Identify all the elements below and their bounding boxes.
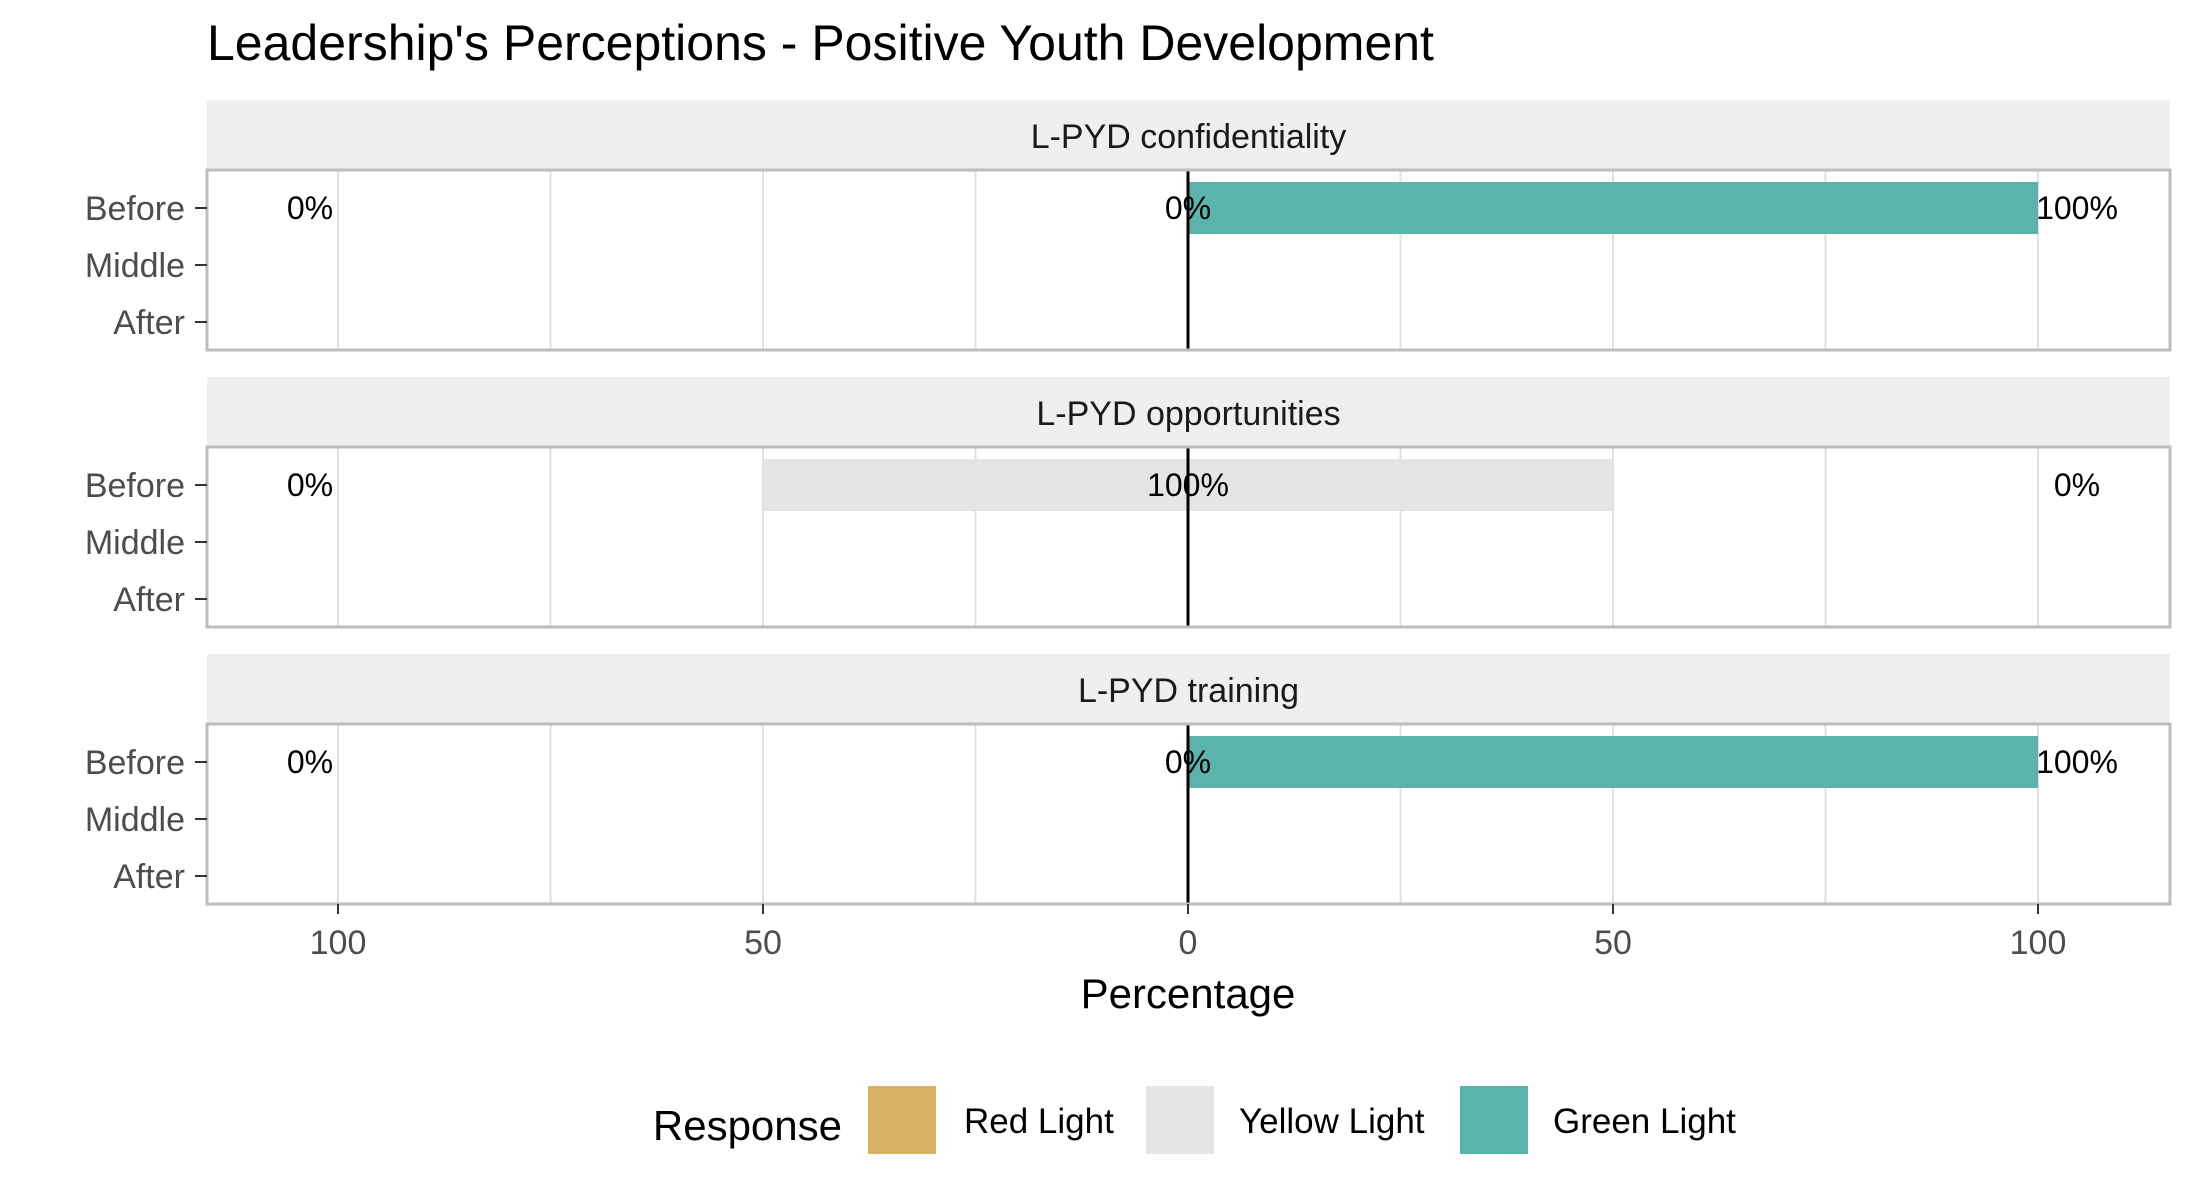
category-label: Before: [85, 190, 185, 228]
legend-label: Red Light: [964, 1102, 1114, 1141]
facet-strip: [207, 377, 2170, 447]
x-tick-label: 100: [2010, 924, 2067, 962]
legend-label: Yellow Light: [1239, 1102, 1425, 1141]
category-label: Middle: [85, 247, 185, 285]
data-label-red: 0%: [287, 467, 333, 503]
legend-swatch: [868, 1086, 936, 1154]
category-label: After: [113, 304, 185, 342]
legend: Response Red Light Yellow Light Green Ligh…: [653, 1086, 1736, 1154]
data-label-red: 0%: [287, 190, 333, 226]
x-tick-label: 50: [744, 924, 782, 962]
data-label-red: 0%: [287, 744, 333, 780]
x-tick-label: 50: [1594, 924, 1632, 962]
x-tick-label: 100: [310, 924, 367, 962]
data-label-yellow: 0%: [1165, 744, 1211, 780]
facet-strip: [207, 100, 2170, 170]
facet-panel: L-PYD confidentiality Before Middle After 0%…: [85, 100, 2172, 352]
category-label: Middle: [85, 801, 185, 839]
category-label: After: [113, 581, 185, 619]
category-label: Before: [85, 467, 185, 505]
panel-border: [205, 168, 2172, 352]
facet-strip: [207, 654, 2170, 724]
bar-green-light: [1188, 182, 2038, 234]
category-label: After: [113, 858, 185, 896]
facet-panel: L-PYD opportunities Before Middle After 0% 10…: [85, 377, 2172, 629]
x-axis-title: Percentage: [1081, 970, 1296, 1017]
data-label-green: 100%: [2036, 744, 2118, 780]
facet-panel: L-PYD training Before Middle After 0% 0% 100%: [85, 654, 2172, 906]
data-label-yellow: 100%: [1147, 467, 1229, 503]
facet-strip-label: L-PYD opportunities: [1036, 395, 1340, 433]
legend-label: Green Light: [1553, 1102, 1736, 1141]
data-label-green: 0%: [2054, 467, 2100, 503]
facet-strip-label: L-PYD confidentiality: [1031, 118, 1347, 156]
legend-swatch: [1460, 1086, 1528, 1154]
data-label-green: 100%: [2036, 190, 2118, 226]
chart-title: Leadership's Perceptions - Positive Yout…: [207, 15, 1434, 71]
x-tick-label: 0: [1179, 924, 1198, 962]
panel-border: [205, 445, 2172, 629]
bar-green-light: [1188, 736, 2038, 788]
category-label: Before: [85, 744, 185, 782]
data-label-yellow: 0%: [1165, 190, 1211, 226]
legend-swatch: [1146, 1086, 1214, 1154]
category-label: Middle: [85, 524, 185, 562]
legend-title: Response: [653, 1102, 842, 1149]
facet-strip-label: L-PYD training: [1078, 672, 1299, 710]
